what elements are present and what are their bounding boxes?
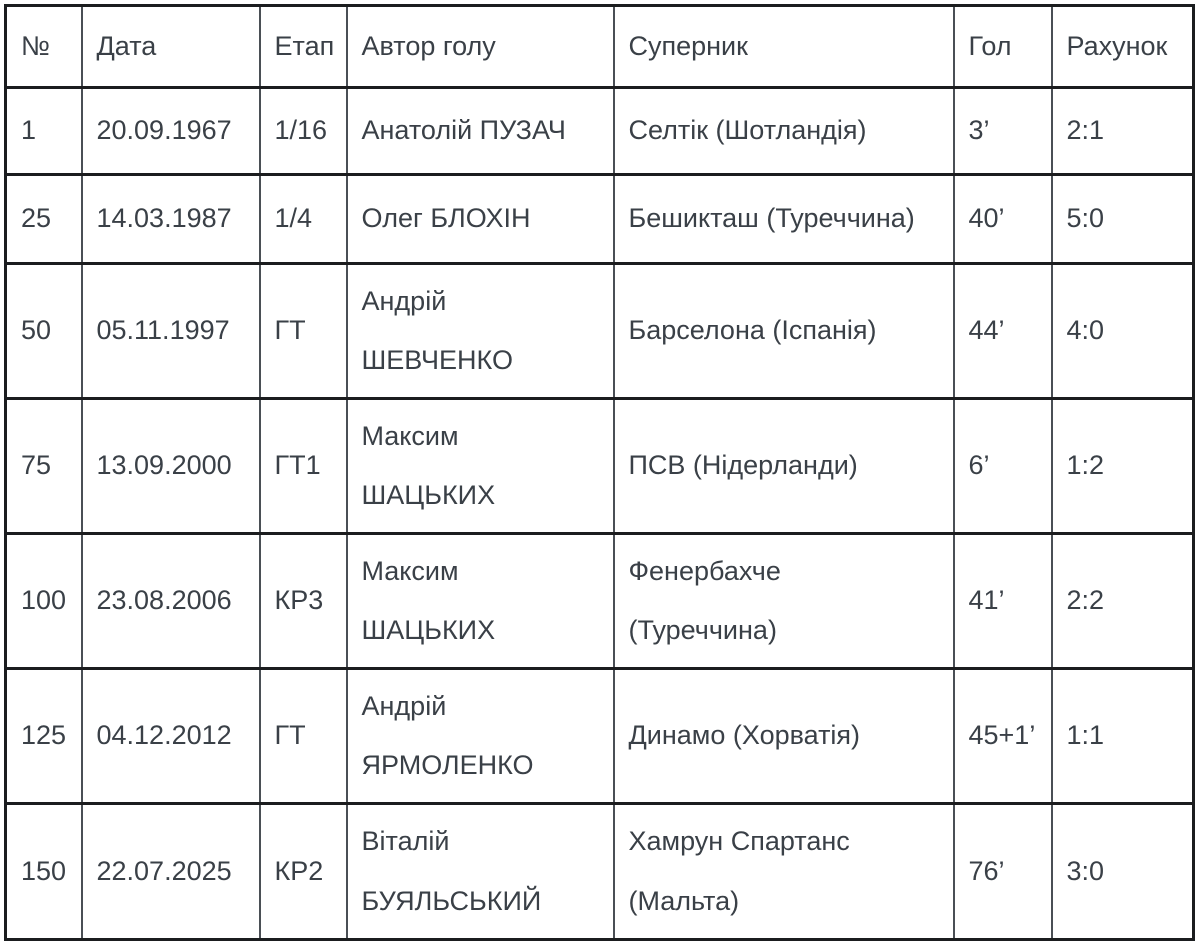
cell-stage: ГТ1 — [258, 397, 348, 535]
cell-opponent: Хамрун Спартанс (Мальта) — [612, 802, 955, 941]
table-row: 100 23.08.2006 КР3 Максим ШАЦЬКИХ Фенерб… — [4, 532, 1195, 670]
opponent-lines: Динамо (Хорватія) — [628, 720, 861, 751]
table-row: 75 13.09.2000 ГТ1 Максим ШАЦЬКИХ ПСВ (Ні… — [4, 397, 1195, 535]
column-header-date: Дата — [80, 4, 261, 89]
opponent-lines: Бешикташ (Туреччина) — [628, 203, 915, 234]
scorer-lines: Олег БЛОХІН — [361, 203, 531, 234]
cell-opponent: Бешикташ (Туреччина) — [612, 173, 955, 265]
column-header-opponent: Суперник — [612, 4, 955, 89]
scorer-lines: Андрій ШЕВЧЕНКО — [361, 285, 513, 375]
cell-stage: КР3 — [258, 532, 348, 670]
cell-scorer: Максим ШАЦЬКИХ — [345, 532, 615, 670]
scorer-lines: Віталій БУЯЛЬСЬКИЙ — [361, 826, 542, 916]
cell-num: 125 — [4, 667, 83, 805]
cell-minute: 40’ — [952, 173, 1053, 265]
scorer-lines: Максим ШАЦЬКИХ — [361, 420, 496, 510]
cell-date: 20.09.1967 — [80, 86, 261, 176]
table-row: 150 22.07.2025 КР2 Віталій БУЯЛЬСЬКИЙ Ха… — [4, 802, 1195, 941]
table-row: 1 20.09.1967 1/16 Анатолій ПУЗАЧ Селтік … — [4, 86, 1195, 176]
cell-minute: 76’ — [952, 802, 1053, 941]
scorer-lines: Максим ШАЦЬКИХ — [361, 555, 496, 645]
cell-score: 1:2 — [1050, 397, 1195, 535]
cell-scorer: Максим ШАЦЬКИХ — [345, 397, 615, 535]
cell-scorer: Віталій БУЯЛЬСЬКИЙ — [345, 802, 615, 941]
column-header-stage: Етап — [258, 4, 348, 89]
table-header: № Дата Етап Автор голу Суперник Гол Раху… — [4, 4, 1195, 89]
cell-stage: 1/16 — [258, 86, 348, 176]
cell-minute: 6’ — [952, 397, 1053, 535]
cell-score: 1:1 — [1050, 667, 1195, 805]
cell-scorer: Андрій ШЕВЧЕНКО — [345, 262, 615, 400]
cell-minute: 3’ — [952, 86, 1053, 176]
opponent-lines: Фенербахче (Туреччина) — [628, 555, 781, 645]
cell-score: 2:2 — [1050, 532, 1195, 670]
cell-opponent: Селтік (Шотландія) — [612, 86, 955, 176]
cell-score: 4:0 — [1050, 262, 1195, 400]
cell-score: 2:1 — [1050, 86, 1195, 176]
cell-num: 50 — [4, 262, 83, 400]
cell-date: 23.08.2006 — [80, 532, 261, 670]
cell-opponent: Фенербахче (Туреччина) — [612, 532, 955, 670]
column-header-score: Рахунок — [1050, 4, 1195, 89]
table-header-row: № Дата Етап Автор голу Суперник Гол Раху… — [4, 4, 1195, 89]
cell-scorer: Олег БЛОХІН — [345, 173, 615, 265]
cell-num: 25 — [4, 173, 83, 265]
cell-stage: ГТ — [258, 667, 348, 805]
cell-opponent: Барселона (Іспанія) — [612, 262, 955, 400]
cell-num: 1 — [4, 86, 83, 176]
opponent-lines: Барселона (Іспанія) — [628, 315, 877, 346]
cell-opponent: ПСВ (Нідерланди) — [612, 397, 955, 535]
cell-num: 100 — [4, 532, 83, 670]
cell-date: 05.11.1997 — [80, 262, 261, 400]
cell-minute: 45+1’ — [952, 667, 1053, 805]
cell-date: 04.12.2012 — [80, 667, 261, 805]
column-header-scorer: Автор голу — [345, 4, 615, 89]
cell-num: 75 — [4, 397, 83, 535]
cell-num: 150 — [4, 802, 83, 941]
cell-minute: 44’ — [952, 262, 1053, 400]
opponent-lines: Хамрун Спартанс (Мальта) — [628, 826, 850, 916]
cell-scorer: Анатолій ПУЗАЧ — [345, 86, 615, 176]
cell-stage: ГТ — [258, 262, 348, 400]
column-header-num: № — [4, 4, 83, 89]
cell-score: 3:0 — [1050, 802, 1195, 941]
cell-date: 14.03.1987 — [80, 173, 261, 265]
opponent-lines: Селтік (Шотландія) — [628, 115, 867, 146]
cell-stage: КР2 — [258, 802, 348, 941]
cell-opponent: Динамо (Хорватія) — [612, 667, 955, 805]
table-body: 1 20.09.1967 1/16 Анатолій ПУЗАЧ Селтік … — [4, 86, 1195, 941]
table-row: 25 14.03.1987 1/4 Олег БЛОХІН Бешикташ (… — [4, 173, 1195, 265]
scorer-lines: Андрій ЯРМОЛЕНКО — [361, 690, 534, 780]
cell-scorer: Андрій ЯРМОЛЕНКО — [345, 667, 615, 805]
table-row: 125 04.12.2012 ГТ Андрій ЯРМОЛЕНКО Динам… — [4, 667, 1195, 805]
cell-date: 13.09.2000 — [80, 397, 261, 535]
opponent-lines: ПСВ (Нідерланди) — [628, 450, 858, 481]
cell-stage: 1/4 — [258, 173, 348, 265]
cell-date: 22.07.2025 — [80, 802, 261, 941]
cell-score: 5:0 — [1050, 173, 1195, 265]
cell-minute: 41’ — [952, 532, 1053, 670]
goals-table: № Дата Етап Автор голу Суперник Гол Раху… — [4, 4, 1195, 941]
column-header-minute: Гол — [952, 4, 1053, 89]
table-row: 50 05.11.1997 ГТ Андрій ШЕВЧЕНКО Барсело… — [4, 262, 1195, 400]
scorer-lines: Анатолій ПУЗАЧ — [361, 115, 566, 146]
